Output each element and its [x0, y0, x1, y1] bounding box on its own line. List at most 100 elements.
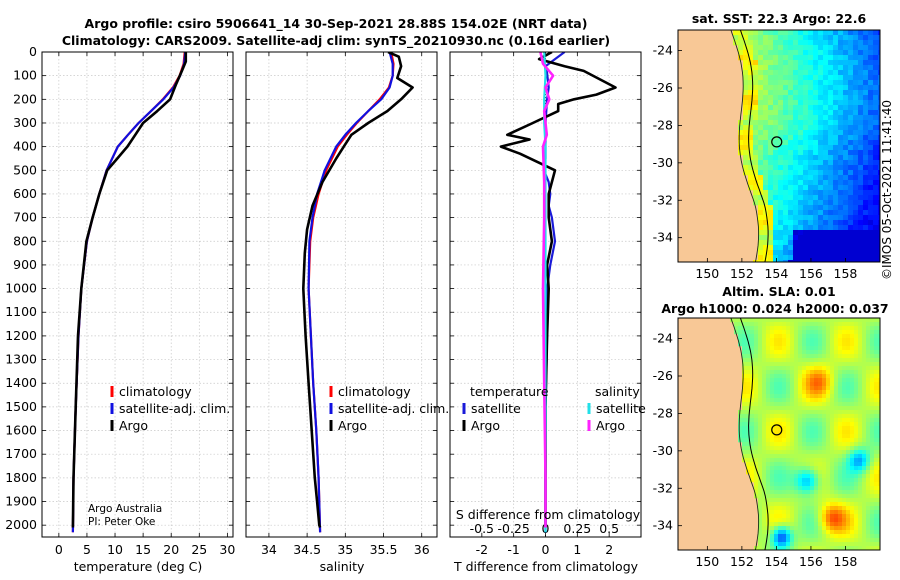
map-cell — [826, 546, 831, 550]
map-cell — [828, 190, 834, 196]
map-cell — [742, 342, 747, 347]
map-cell — [758, 422, 763, 427]
map-cell — [758, 250, 764, 256]
map-cell — [754, 322, 759, 327]
map-cell — [868, 125, 874, 131]
map-cell — [806, 358, 811, 363]
map-cell — [878, 260, 880, 262]
map-cell — [866, 486, 871, 491]
map-cell — [750, 466, 755, 471]
map-cell — [846, 466, 851, 471]
map-cell — [802, 354, 807, 359]
map-cell — [828, 260, 834, 262]
map-cell — [773, 135, 779, 141]
map-cell — [814, 394, 819, 399]
map-cell — [788, 205, 794, 211]
map-cell — [830, 414, 835, 419]
difference-panel: -2 -1 0 1 2-0.5 -0.25 0 0.25 0.5 — [449, 51, 642, 557]
map-cell — [783, 185, 789, 191]
map-x-tick-label: 152 — [730, 266, 754, 281]
map-cell — [838, 175, 844, 181]
y-tick-label: 1100 — [5, 304, 37, 319]
map-cell — [810, 482, 815, 487]
map-cell — [870, 466, 875, 471]
map-cell — [830, 518, 835, 523]
map-cell — [810, 410, 815, 415]
map-cell — [763, 200, 769, 206]
map-cell — [750, 398, 755, 403]
map-cell — [818, 322, 823, 327]
map-cell — [810, 378, 815, 383]
map-cell — [878, 530, 880, 535]
map-cell — [823, 100, 829, 106]
map-cell — [798, 30, 804, 36]
map-cell — [863, 45, 869, 51]
map-cell — [858, 318, 863, 323]
plot-background — [246, 52, 437, 537]
map-cell — [830, 454, 835, 459]
map-cell — [848, 235, 854, 241]
map-cell — [783, 140, 789, 146]
map-cell — [798, 180, 804, 186]
map-cell — [803, 45, 809, 51]
map-cell — [763, 35, 769, 41]
map-cell — [830, 522, 835, 527]
map-cell — [808, 170, 814, 176]
map-cell — [866, 346, 871, 351]
map-cell — [838, 510, 843, 515]
map-cell — [762, 542, 767, 547]
map-cell — [838, 418, 843, 423]
map-cell — [783, 130, 789, 136]
map-cell — [766, 426, 771, 431]
map-cell — [768, 65, 774, 71]
map-cell — [858, 354, 863, 359]
map-cell — [862, 498, 867, 503]
map-cell — [858, 442, 863, 447]
map-cell — [878, 235, 880, 241]
map-cell — [758, 366, 763, 371]
map-cell — [843, 210, 849, 216]
map-cell — [783, 100, 789, 106]
map-cell — [818, 195, 824, 201]
map-cell — [802, 322, 807, 327]
map-cell — [758, 534, 763, 539]
map-cell — [803, 210, 809, 216]
map-cell — [746, 362, 751, 367]
map-cell — [766, 350, 771, 355]
map-cell — [818, 225, 824, 231]
map-cell — [838, 466, 843, 471]
map-cell — [862, 326, 867, 331]
map-cell — [822, 390, 827, 395]
s-tick-label: 0.25 — [563, 521, 591, 536]
map-cell — [746, 342, 751, 347]
map-cell — [850, 430, 855, 435]
map-cell — [838, 140, 844, 146]
map-cell — [786, 534, 791, 539]
map-cell — [814, 346, 819, 351]
map-cell — [774, 386, 779, 391]
map-cell — [786, 366, 791, 371]
map-cell — [793, 195, 799, 201]
map-cell — [808, 230, 814, 236]
map-cell — [850, 530, 855, 535]
map-cell — [798, 410, 803, 415]
map-cell — [748, 115, 754, 121]
map-cell — [854, 354, 859, 359]
map-cell — [808, 85, 814, 91]
map-cell — [838, 105, 844, 111]
map-cell — [854, 470, 859, 475]
map-cell — [826, 494, 831, 499]
map-cell — [773, 170, 779, 176]
map-cell — [743, 165, 749, 171]
map-cell — [834, 414, 839, 419]
map-cell — [838, 546, 843, 550]
map-cell — [810, 426, 815, 431]
map-cell — [814, 518, 819, 523]
map-cell — [762, 358, 767, 363]
map-cell — [818, 382, 823, 387]
map-cell — [828, 245, 834, 251]
map-cell — [798, 534, 803, 539]
map-cell — [823, 225, 829, 231]
map-cell — [753, 115, 759, 121]
sla-map-title-line1: Altim. SLA: 0.01 — [722, 284, 835, 299]
